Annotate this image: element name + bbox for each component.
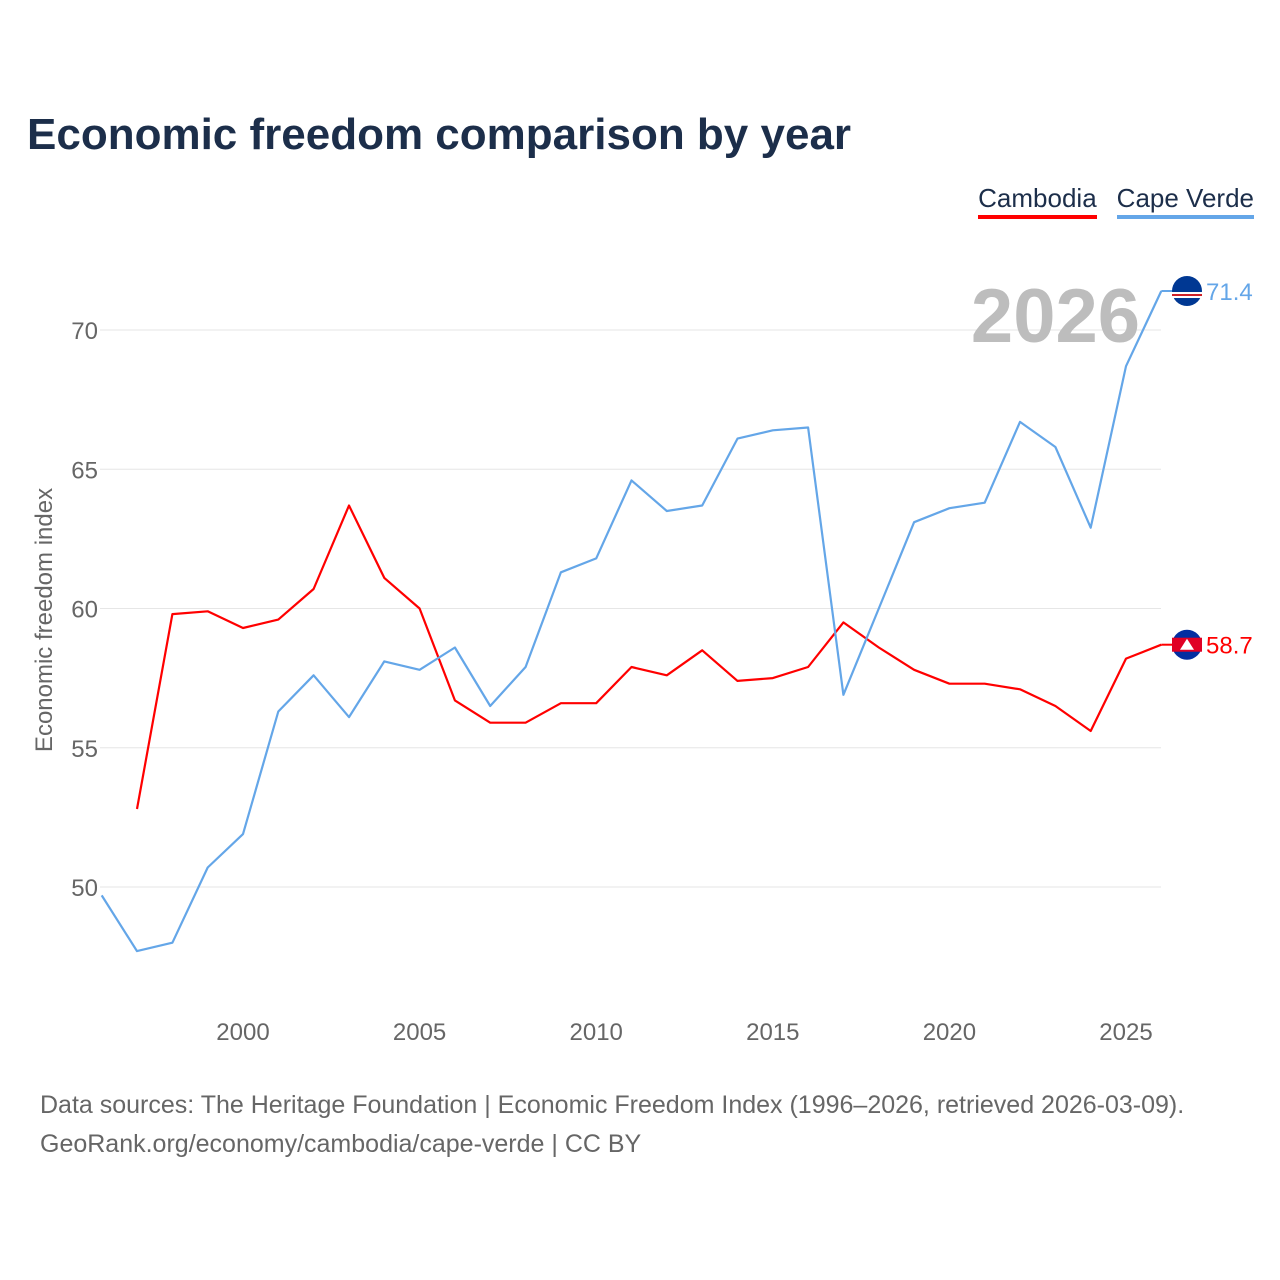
chart-title: Economic freedom comparison by year xyxy=(27,110,852,159)
series-line-cape-verde xyxy=(100,290,1163,953)
year-watermark: 2026 xyxy=(971,274,1140,359)
legend-cape-verde[interactable]: Cape Verde xyxy=(1116,183,1254,219)
series-line-cambodia xyxy=(135,504,1162,810)
y-tick-label: 70 xyxy=(71,318,98,345)
legend-cambodia[interactable]: Cambodia xyxy=(978,183,1097,219)
y-tick-label: 60 xyxy=(71,597,98,624)
end-value-label: 58.7 xyxy=(1206,633,1253,660)
footer: Data sources: The Heritage Foundation | … xyxy=(40,1086,1184,1164)
legend: Cambodia Cape Verde xyxy=(978,183,1254,219)
y-axis-label: Economic freedom index xyxy=(31,488,58,752)
y-tick-label: 55 xyxy=(71,736,98,763)
x-tick-label: 2000 xyxy=(216,1019,269,1046)
end-value-label: 71.4 xyxy=(1206,279,1253,306)
x-tick-label: 2005 xyxy=(393,1019,446,1046)
flag-stripe xyxy=(1172,294,1202,297)
x-tick-label: 2025 xyxy=(1099,1019,1152,1046)
y-tick-label: 50 xyxy=(71,875,98,902)
x-tick-label: 2010 xyxy=(570,1019,623,1046)
cape-verde-flag-icon xyxy=(1172,276,1202,307)
source-text: Data sources: The Heritage Foundation | … xyxy=(40,1091,1185,1119)
y-tick-label: 65 xyxy=(71,457,98,484)
flag-temple xyxy=(1180,638,1194,650)
x-tick-label: 2015 xyxy=(746,1019,799,1046)
x-tick-label: 2020 xyxy=(923,1019,976,1046)
source-link[interactable]: GeoRank.org/economy/cambodia/cape-verde … xyxy=(40,1130,642,1158)
